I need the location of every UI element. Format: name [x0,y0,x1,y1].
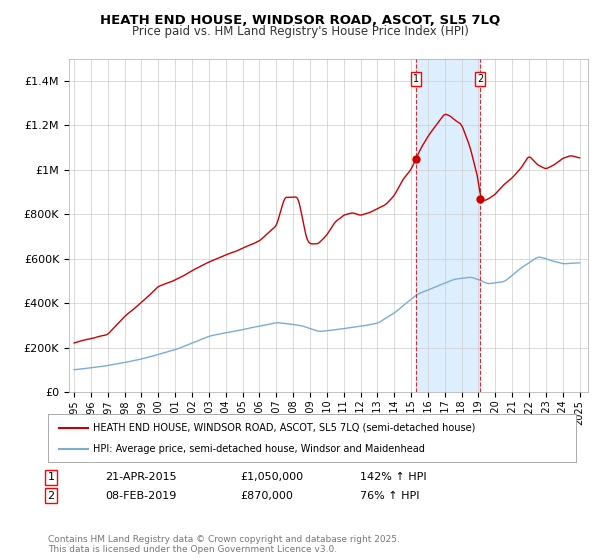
Text: HEATH END HOUSE, WINDSOR ROAD, ASCOT, SL5 7LQ (semi-detached house): HEATH END HOUSE, WINDSOR ROAD, ASCOT, SL… [93,423,475,433]
Text: 08-FEB-2019: 08-FEB-2019 [105,491,176,501]
Text: HEATH END HOUSE, WINDSOR ROAD, ASCOT, SL5 7LQ: HEATH END HOUSE, WINDSOR ROAD, ASCOT, SL… [100,14,500,27]
Text: 2: 2 [47,491,55,501]
Bar [416,59,480,392]
Text: 142% ↑ HPI: 142% ↑ HPI [360,472,427,482]
Text: 76% ↑ HPI: 76% ↑ HPI [360,491,419,501]
Text: 2: 2 [477,74,483,84]
Text: £870,000: £870,000 [240,491,293,501]
Text: 21-APR-2015: 21-APR-2015 [105,472,176,482]
Text: £1,050,000: £1,050,000 [240,472,303,482]
Text: 1: 1 [413,74,419,84]
Text: Price paid vs. HM Land Registry's House Price Index (HPI): Price paid vs. HM Land Registry's House … [131,25,469,38]
Text: HPI: Average price, semi-detached house, Windsor and Maidenhead: HPI: Average price, semi-detached house,… [93,444,425,454]
Text: Contains HM Land Registry data © Crown copyright and database right 2025.
This d: Contains HM Land Registry data © Crown c… [48,535,400,554]
Text: 1: 1 [47,472,55,482]
